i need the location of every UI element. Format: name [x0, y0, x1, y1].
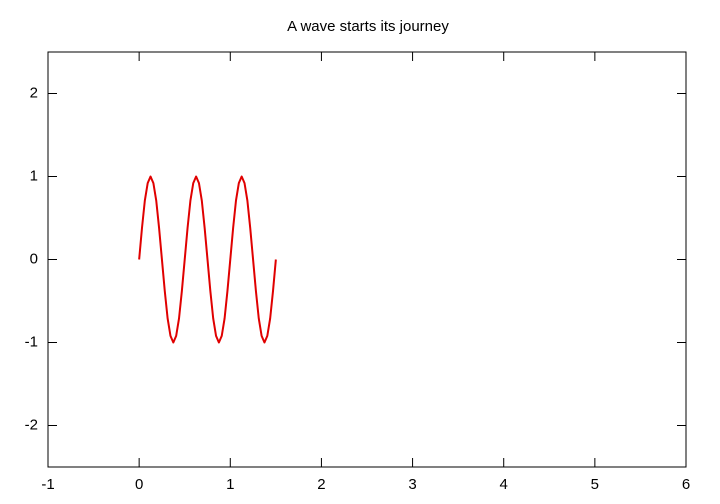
- x-tick-label: 5: [591, 476, 599, 493]
- y-tick-label: 1: [30, 167, 38, 184]
- plot-frame: [47, 51, 687, 468]
- x-tick-label: 1: [226, 476, 234, 493]
- y-tick-label: 0: [30, 250, 38, 267]
- x-tick-label: 6: [682, 476, 690, 493]
- y-tick-label: -1: [25, 333, 38, 350]
- x-tick-label: 4: [500, 476, 508, 493]
- x-tick-label: -1: [41, 476, 54, 493]
- x-tick-label: 0: [135, 476, 143, 493]
- x-tick-label: 3: [408, 476, 416, 493]
- y-tick-label: 2: [30, 84, 38, 101]
- line-series: [138, 175, 277, 344]
- x-tick-label: 2: [317, 476, 325, 493]
- chart-title: A wave starts its journey: [287, 18, 449, 35]
- y-tick-label: -2: [25, 416, 38, 433]
